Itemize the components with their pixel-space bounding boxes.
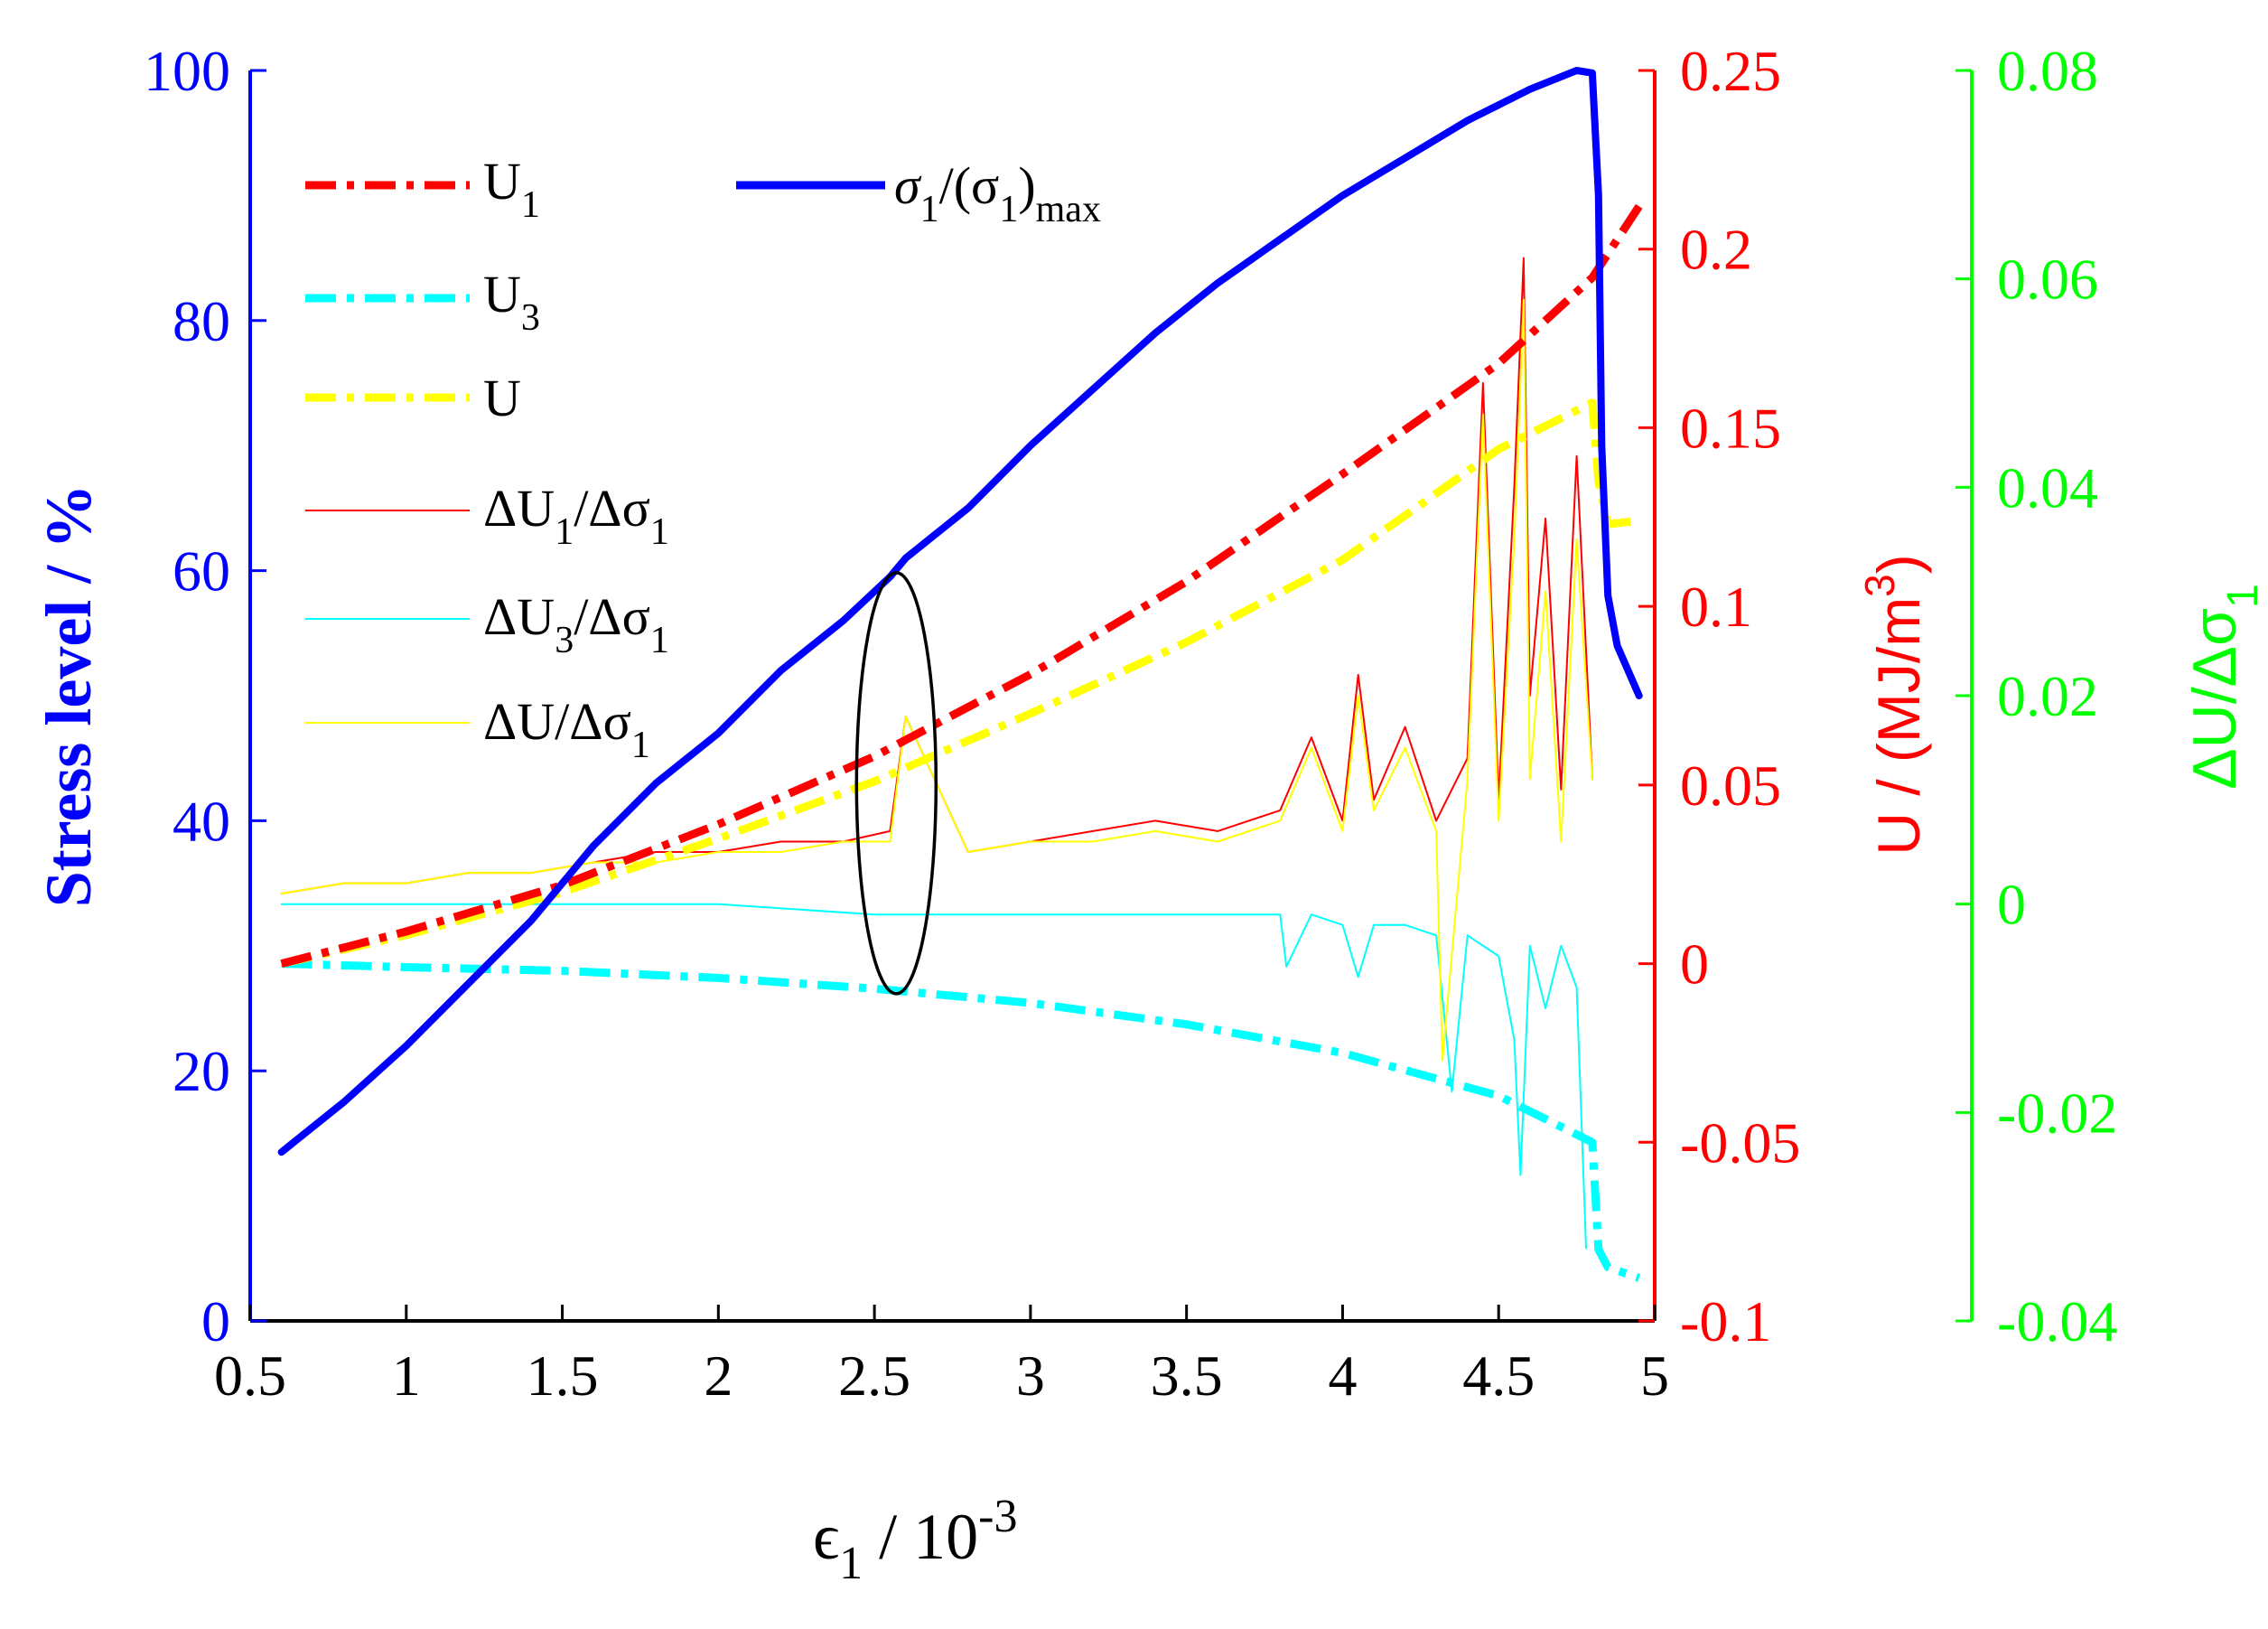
legend-du1-sub: 1 (555, 511, 574, 553)
x-tick-label: 3 (1016, 1343, 1045, 1408)
right1-y-tick-label: -0.05 (1680, 1110, 1800, 1175)
x-axis-ticks: 0.5 1 1.5 2 2.5 3 3.5 4 4.5 5 (214, 1305, 1669, 1408)
x-tick-label: 3.5 (1151, 1343, 1223, 1408)
legend-label-du3: ΔU3/Δσ1 (483, 587, 669, 661)
legend-du1-rest: /Δσ (574, 479, 650, 538)
x-axis-title-sup: -3 (978, 1491, 1017, 1542)
legend-item-du1: ΔU1/Δσ1 (305, 479, 669, 553)
right1-y-axis-title-end: ) (1865, 554, 1932, 574)
x-tick-label: 4.5 (1462, 1343, 1535, 1408)
x-tick-label: 1 (392, 1343, 421, 1408)
right2-y-axis-title-sub: 1 (2219, 584, 2267, 608)
legend-stress-main: σ (894, 156, 922, 215)
left-y-tick-label: 60 (173, 539, 230, 604)
legend-label-u3: U3 (483, 265, 540, 339)
x-axis-title-main: ϵ (813, 1501, 839, 1573)
right1-y-tick-label: 0.1 (1680, 575, 1752, 639)
right1-y-tick-label: 0.25 (1680, 39, 1781, 103)
left-y-axis-ticks: 0 20 40 60 80 100 (144, 39, 266, 1353)
series-line-2 (281, 960, 1641, 1282)
right1-y-axis-title-sup: 3 (1856, 574, 1903, 597)
legend-stress-sub3: max (1036, 189, 1101, 230)
legend-label-u: U (483, 369, 521, 427)
right2-y-tick-label: 0.04 (1997, 455, 2098, 520)
right2-y-tick-label: 0.08 (1997, 39, 2098, 103)
left-y-tick-label: 20 (173, 1039, 230, 1103)
legend-item-u1: U1 (305, 152, 540, 226)
legend: U1 U3 U ΔU1/Δσ1 ΔU3/Δσ1 (305, 152, 1101, 766)
legend-u1-main: U (483, 152, 521, 211)
legend-du-sub: 1 (631, 725, 650, 766)
annotation-ellipse (854, 571, 938, 996)
legend-du1-sub2: 1 (650, 511, 669, 553)
legend-stress-rest2: ) (1018, 156, 1035, 215)
left-y-axis-title: Stress level / % (33, 484, 105, 908)
series-line-5 (280, 903, 1587, 1250)
right1-y-axis-title: U / (MJ/m3) (1856, 554, 1932, 856)
legend-label-stress: σ1/(σ1)max (894, 156, 1101, 230)
legend-label-du: ΔU/Δσ1 (483, 692, 650, 766)
right2-y-tick-label: -0.04 (1997, 1289, 2117, 1353)
legend-u3-sub: 3 (521, 297, 540, 339)
x-tick-label: 2.5 (838, 1343, 910, 1408)
series-line-0 (277, 67, 1643, 1156)
right1-y-axis-title-main: U / (MJ/m (1865, 597, 1932, 856)
legend-du3-sub2: 1 (650, 620, 669, 661)
left-y-tick-label: 80 (173, 289, 230, 353)
x-tick-label: 0.5 (214, 1343, 286, 1408)
legend-item-u: U (305, 369, 521, 427)
legend-du3-rest: /Δσ (574, 587, 650, 646)
legend-item-du: ΔU/Δσ1 (305, 692, 650, 766)
legend-du-main: ΔU/Δσ (483, 692, 631, 751)
legend-item-u3: U3 (305, 265, 540, 339)
legend-label-du1: ΔU1/Δσ1 (483, 479, 669, 553)
right2-y-axis-title: ΔU/Δσ1 (2180, 584, 2267, 790)
x-tick-label: 2 (704, 1343, 733, 1408)
right1-y-tick-label: 0.2 (1680, 218, 1752, 282)
right2-y-tick-label: -0.02 (1997, 1081, 2117, 1145)
legend-item-du3: ΔU3/Δσ1 (305, 587, 669, 661)
legend-item-stress: σ1/(σ1)max (736, 156, 1101, 230)
x-tick-label: 4 (1328, 1343, 1357, 1408)
left-y-tick-label: 0 (201, 1289, 230, 1353)
legend-du1-main: ΔU (483, 479, 555, 538)
right2-y-axis-title-main: ΔU/Δσ (2180, 608, 2249, 790)
right1-y-tick-label: -0.1 (1680, 1289, 1771, 1353)
legend-du3-sub: 3 (555, 620, 574, 661)
left-y-tick-label: 100 (144, 39, 230, 103)
x-axis-title-rest: / 10 (863, 1501, 978, 1573)
legend-u1-sub: 1 (521, 184, 540, 226)
right2-y-axis-ticks: -0.04 -0.02 0 0.02 0.04 0.06 0.08 (1955, 39, 2117, 1353)
legend-stress-sub: 1 (920, 189, 939, 230)
right1-y-tick-label: 0 (1680, 932, 1709, 997)
legend-label-u1: U1 (483, 152, 540, 226)
right1-y-tick-label: 0.05 (1680, 754, 1781, 818)
left-y-tick-label: 40 (173, 789, 230, 853)
legend-stress-sub2: 1 (999, 189, 1018, 230)
series-layer (277, 67, 1643, 1282)
right2-y-tick-label: 0 (1997, 873, 2026, 937)
right1-y-axis-ticks: -0.1 -0.05 0 0.05 0.1 0.15 0.2 0.25 (1638, 39, 1800, 1353)
x-axis-title: ϵ1 / 10-3 (813, 1491, 1018, 1589)
series-line-6 (280, 298, 1593, 1062)
x-tick-label: 5 (1640, 1343, 1669, 1408)
x-axis-title-sub: 1 (839, 1538, 863, 1589)
legend-u3-main: U (483, 265, 521, 323)
right2-y-tick-label: 0.02 (1997, 664, 2098, 728)
right2-y-tick-label: 0.06 (1997, 248, 2098, 312)
legend-stress-rest: /(σ (939, 156, 1000, 215)
right1-y-tick-label: 0.15 (1680, 396, 1781, 460)
legend-du3-main: ΔU (483, 587, 555, 646)
x-tick-label: 1.5 (527, 1343, 599, 1408)
series-line-3 (280, 398, 1640, 968)
